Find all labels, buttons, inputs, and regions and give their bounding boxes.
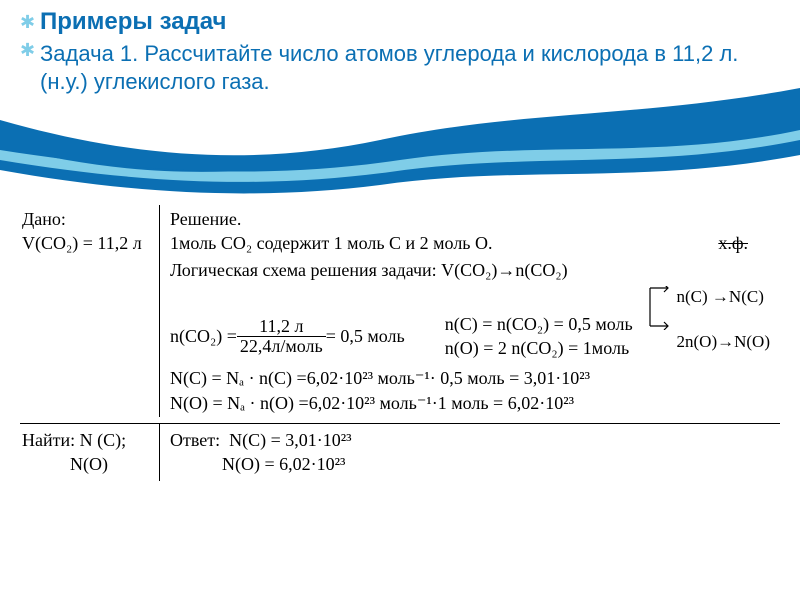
calc-nc: n(C) = n(CO₂) = 0,5 моль [445, 314, 633, 334]
calc-big-nc: N(C) = Nₐ · n(C) =6,02·10²³ моль⁻¹· 0,5 … [170, 366, 778, 390]
answer-label: Ответ: [170, 430, 220, 450]
header-area: ✱ ✱ Примеры задач Задача 1. Рассчитайте … [0, 0, 800, 195]
mole-composition: 1моль CO₂ содержит 1 моль C и 2 моль O. [170, 233, 493, 253]
fraction: 11,2 л 22,4л/моль [237, 317, 326, 356]
page-title: Примеры задач [40, 8, 780, 36]
logic-scheme-label: Логическая схема решения задачи: V(CO₂)→… [170, 260, 568, 280]
bullet-icon: ✱ [20, 40, 35, 61]
scheme-branch-oxygen: 2n(O)→N(O) [677, 332, 770, 351]
fraction-numerator: 11,2 л [237, 317, 326, 337]
answer-nc: N(C) = 3,01·10²³ [229, 430, 351, 450]
problem-statement: Задача 1. Рассчитайте число атомов углер… [40, 40, 780, 95]
find-label: Найти: N (C); [22, 428, 153, 452]
given-column: Дано: V(CO₂) = 11,2 л [20, 205, 160, 417]
given-value: V(CO₂) = 11,2 л [22, 231, 153, 255]
given-label: Дано: [22, 207, 153, 231]
fraction-denominator: 22,4л/моль [237, 337, 326, 356]
answer-no: N(O) = 6,02·10²³ [170, 452, 778, 476]
solution-content: Дано: V(CO₂) = 11,2 л Решение. 1моль CO₂… [20, 205, 780, 481]
extra-note: х.ф. [718, 231, 748, 255]
solution-label: Решение. [170, 207, 778, 231]
find-line2: N(O) [22, 452, 153, 476]
branch-arrow-icon [648, 286, 672, 330]
bullet-icon: ✱ [20, 12, 35, 33]
calc-nco2-left: n(CO₂) = [170, 324, 237, 348]
scheme-branches: n(C) →N(C) 2n(O)→N(O) [648, 286, 770, 355]
calc-no: n(O) = 2 n(CO₂) = 1моль [445, 338, 629, 358]
calc-nco2-result: = 0,5 моль [326, 324, 405, 348]
answer-column: Ответ: N(C) = 3,01·10²³ N(O) = 6,02·10²³ [160, 424, 780, 481]
solution-table: Дано: V(CO₂) = 11,2 л Решение. 1моль CO₂… [20, 205, 780, 417]
solution-column: Решение. 1моль CO₂ содержит 1 моль C и 2… [160, 205, 780, 417]
calc-big-no: N(O) = Nₐ · n(O) =6,02·10²³ моль⁻¹·1 мол… [170, 391, 778, 415]
title-block: Примеры задач Задача 1. Рассчитайте числ… [40, 8, 780, 95]
scheme-branch-carbon: n(C) →N(C) [677, 287, 764, 306]
bottom-row: Найти: N (C); N(O) Ответ: N(C) = 3,01·10… [20, 423, 780, 481]
find-column: Найти: N (C); N(O) [20, 424, 160, 481]
